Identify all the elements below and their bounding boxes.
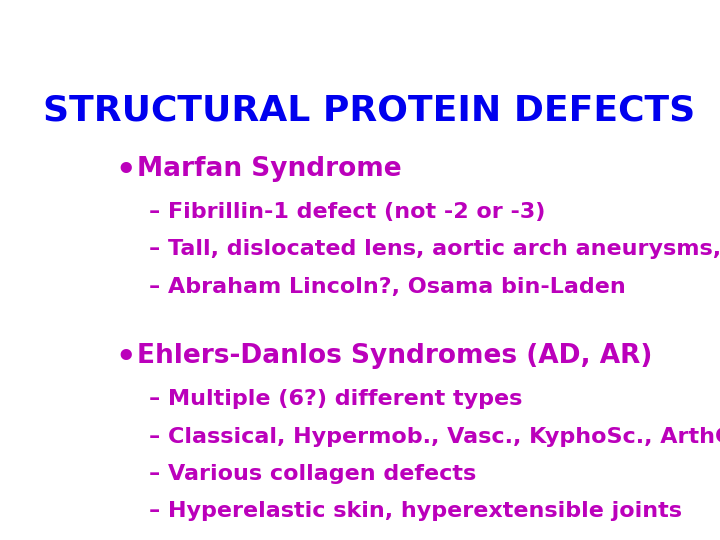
Text: – Abraham Lincoln?, Osama bin-Laden: – Abraham Lincoln?, Osama bin-Laden bbox=[148, 277, 626, 297]
Text: – Fibrillin-1 defect (not -2 or -3): – Fibrillin-1 defect (not -2 or -3) bbox=[148, 202, 545, 222]
Text: – Classical, Hypermob., Vasc., KyphoSc., ArthChal., Derm: – Classical, Hypermob., Vasc., KyphoSc.,… bbox=[148, 427, 720, 447]
Text: – Various collagen defects: – Various collagen defects bbox=[148, 464, 476, 484]
Text: – Multiple (6?) different types: – Multiple (6?) different types bbox=[148, 389, 522, 409]
Text: •: • bbox=[115, 156, 135, 187]
Text: STRUCTURAL PROTEIN DEFECTS: STRUCTURAL PROTEIN DEFECTS bbox=[43, 94, 695, 128]
Text: – Tall, dislocated lens, aortic arch aneurysms, etc.: – Tall, dislocated lens, aortic arch ane… bbox=[148, 239, 720, 259]
Text: – Hyperelastic skin, hyperextensible joints: – Hyperelastic skin, hyperextensible joi… bbox=[148, 501, 682, 522]
Text: •: • bbox=[115, 343, 135, 374]
Text: Ehlers-Danlos Syndromes (AD, AR): Ehlers-Danlos Syndromes (AD, AR) bbox=[138, 343, 653, 369]
Text: Marfan Syndrome: Marfan Syndrome bbox=[138, 156, 402, 183]
